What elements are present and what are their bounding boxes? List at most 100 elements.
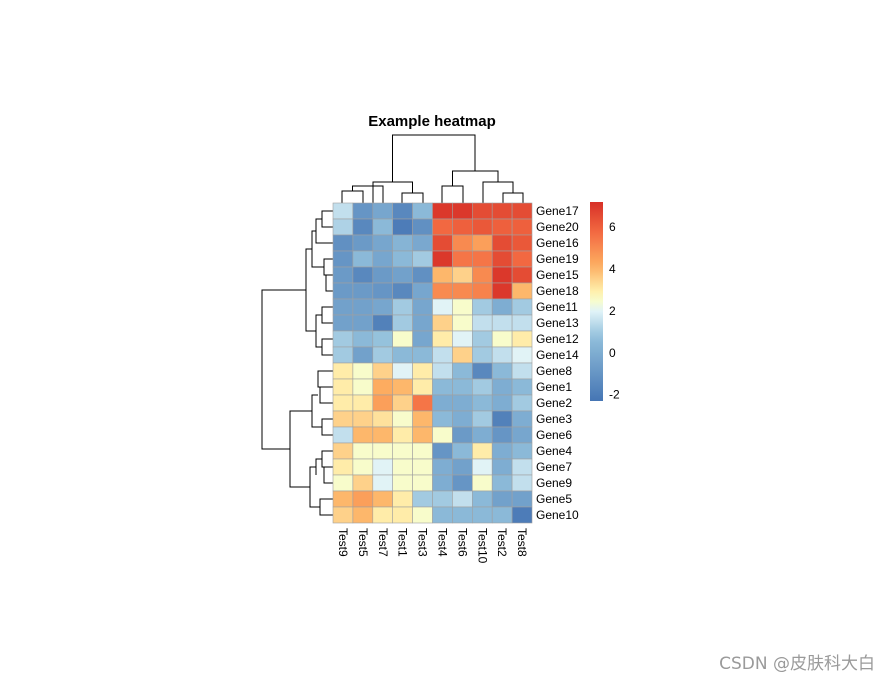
heatmap-cell	[511, 314, 533, 332]
heatmap-cell	[412, 346, 433, 364]
heatmap-cell	[352, 506, 374, 524]
heatmap-cell	[452, 298, 473, 316]
heatmap-cell	[392, 458, 413, 476]
heatmap-cell	[432, 266, 453, 284]
row-label: Gene2	[536, 396, 572, 410]
heatmap-cell	[471, 410, 493, 428]
heatmap-cell	[491, 442, 513, 460]
heatmap-cell	[352, 330, 374, 348]
heatmap-cell	[332, 298, 354, 316]
heatmap-cell	[412, 394, 433, 412]
heatmap-cell	[352, 474, 374, 492]
heatmap-cell	[332, 202, 354, 220]
heatmap-cell	[352, 282, 374, 300]
heatmap-cell	[432, 298, 453, 316]
heatmap-cell	[432, 426, 453, 444]
heatmap-cell	[332, 362, 354, 380]
heatmap-cell	[432, 474, 453, 492]
heatmap-cell	[352, 218, 374, 236]
heatmap-cell	[412, 266, 433, 284]
heatmap-cell	[352, 394, 374, 412]
heatmap-cell	[511, 282, 533, 300]
heatmap-cell	[392, 490, 413, 508]
heatmap-cell	[452, 218, 473, 236]
heatmap-cell	[412, 410, 433, 428]
row-label: Gene8	[536, 364, 572, 378]
heatmap-cell	[471, 426, 493, 444]
heatmap-cell	[491, 234, 513, 252]
heatmap-cell	[372, 250, 393, 268]
heatmap-cell	[352, 266, 374, 284]
heatmap-cell	[332, 314, 354, 332]
legend-tick-label: 0	[609, 346, 616, 360]
heatmap-cell	[471, 490, 493, 508]
heatmap-cell	[471, 346, 493, 364]
heatmap-cell	[352, 202, 374, 220]
heatmap-cell	[491, 426, 513, 444]
heatmap-cell	[452, 362, 473, 380]
heatmap-cell	[412, 250, 433, 268]
heatmap-cell	[352, 250, 374, 268]
heatmap-cell	[471, 218, 493, 236]
heatmap-cell	[332, 474, 354, 492]
heatmap-cell	[392, 218, 413, 236]
heatmap-cell	[511, 346, 533, 364]
row-label: Gene12	[536, 332, 579, 346]
heatmap-cell	[511, 442, 533, 460]
heatmap-cell	[372, 458, 393, 476]
row-label: Gene7	[536, 460, 572, 474]
heatmap-cell	[352, 298, 374, 316]
column-label: Test3	[416, 528, 430, 557]
column-label: Test9	[336, 528, 350, 557]
heatmap-cell	[511, 458, 533, 476]
heatmap-cell	[412, 362, 433, 380]
heatmap-cell	[352, 314, 374, 332]
heatmap-cell	[452, 202, 473, 220]
heatmap-cell	[432, 202, 453, 220]
legend-colorbar	[590, 202, 603, 401]
legend-tick-label: 2	[609, 304, 616, 318]
heatmap-cell	[452, 458, 473, 476]
column-label: Test6	[455, 528, 469, 557]
heatmap-cell	[392, 346, 413, 364]
heatmap-cell	[372, 282, 393, 300]
row-labels: Gene17 Gene20 Gene16 Gene19 Gene15 Gene18 Gene…	[536, 204, 579, 522]
row-label: Gene16	[536, 236, 579, 250]
row-label: Gene1	[536, 380, 572, 394]
heatmap-cell	[392, 330, 413, 348]
heatmap-cell	[491, 474, 513, 492]
heatmap-cell	[511, 202, 533, 220]
heatmap-cell	[511, 426, 533, 444]
heatmap-cell	[471, 378, 493, 396]
heatmap-cell	[471, 250, 493, 268]
legend-ticks: 6 4 2 0 -2	[609, 220, 620, 402]
heatmap-cell	[491, 218, 513, 236]
heatmap-cell	[332, 346, 354, 364]
heatmap-cell	[452, 394, 473, 412]
heatmap-cell	[491, 298, 513, 316]
heatmap-cell	[352, 442, 374, 460]
heatmap-cell	[452, 506, 473, 524]
heatmap-cell	[471, 202, 493, 220]
heatmap-cell	[332, 506, 354, 524]
color-legend: 6 4 2 0 -2	[590, 202, 620, 402]
row-label: Gene20	[536, 220, 579, 234]
legend-tick-label: 6	[609, 220, 616, 234]
row-label: Gene4	[536, 444, 572, 458]
heatmap-cell	[452, 474, 473, 492]
heatmap-cell	[392, 378, 413, 396]
heatmap-cell	[372, 394, 393, 412]
row-label: Gene19	[536, 252, 579, 266]
heatmap-cell	[412, 426, 433, 444]
heatmap-cell	[452, 282, 473, 300]
heatmap-cell	[491, 250, 513, 268]
heatmap-cell	[432, 506, 453, 524]
row-label: Gene17	[536, 204, 579, 218]
heatmap-cell	[471, 314, 493, 332]
legend-tick-label: -2	[609, 388, 620, 402]
heatmap-cell	[392, 266, 413, 284]
heatmap-cell	[372, 314, 393, 332]
heatmap-cell	[412, 202, 433, 220]
heatmap-cell	[511, 250, 533, 268]
